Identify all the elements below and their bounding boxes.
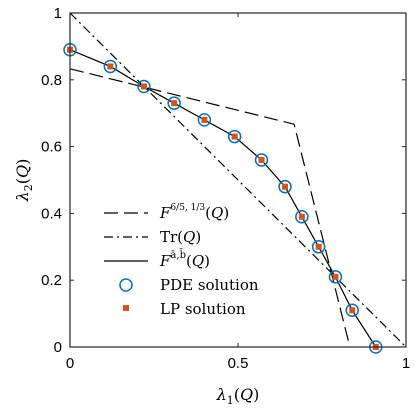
pde-point: [278, 179, 292, 194]
pde-point: [311, 240, 326, 254]
lp-point: [349, 307, 356, 314]
pde-point: [345, 303, 359, 318]
y-tick-label: 0.6: [41, 139, 62, 156]
lp-point: [107, 63, 114, 70]
y-tick-label: 0.2: [41, 272, 62, 289]
x-tick-label: 0.5: [228, 355, 249, 372]
x-tick-label: 0: [66, 355, 74, 372]
pde-point: [227, 129, 242, 144]
axis-ticks: 0 0.5 1 0 0.2 0.4 0.6 0.8 1: [41, 5, 410, 372]
y-tick-label: 1: [54, 5, 62, 22]
lp-point: [258, 156, 265, 163]
lp-point: [282, 183, 289, 190]
legend-label-pde: PDE solution: [160, 276, 259, 294]
pde-point: [328, 270, 343, 284]
y-tick-label: 0.4: [41, 205, 62, 222]
lp-point: [298, 213, 305, 220]
x-axis-label: λ1(Q): [216, 385, 260, 407]
pde-point: [295, 209, 309, 224]
pde-point: [103, 59, 118, 74]
pde-point: [254, 153, 269, 167]
legend-marker-pde: [119, 278, 133, 292]
pde-point: [167, 96, 181, 110]
legend-label-F-6-5: F6/5, 1/3(Q): [159, 203, 229, 222]
legend: F6/5, 1/3(Q) Tr(Q) Fā,b̄(Q) PDE solution…: [104, 203, 259, 318]
x-tick-label: 1: [402, 355, 410, 372]
pde-point: [197, 113, 212, 127]
lp-point: [140, 83, 147, 90]
y-tick-label: 0: [54, 339, 62, 356]
plot-area: [63, 12, 407, 354]
legend-label-trace: Tr(Q): [160, 228, 201, 246]
legend-label-lp: LP solution: [160, 300, 246, 318]
series-line-1: [69, 12, 407, 348]
legend-marker-lp: [123, 305, 129, 311]
lp-point: [332, 273, 339, 280]
y-tick-label: 0.8: [41, 72, 62, 89]
lp-point: [315, 243, 322, 250]
legend-label-F-abar: Fā,b̄(Q): [159, 249, 210, 270]
pde-point: [137, 79, 151, 94]
y-axis-label: λ2(Q): [13, 159, 35, 203]
lp-point: [201, 116, 208, 123]
lp-point: [231, 133, 238, 140]
lp-point: [171, 100, 178, 107]
